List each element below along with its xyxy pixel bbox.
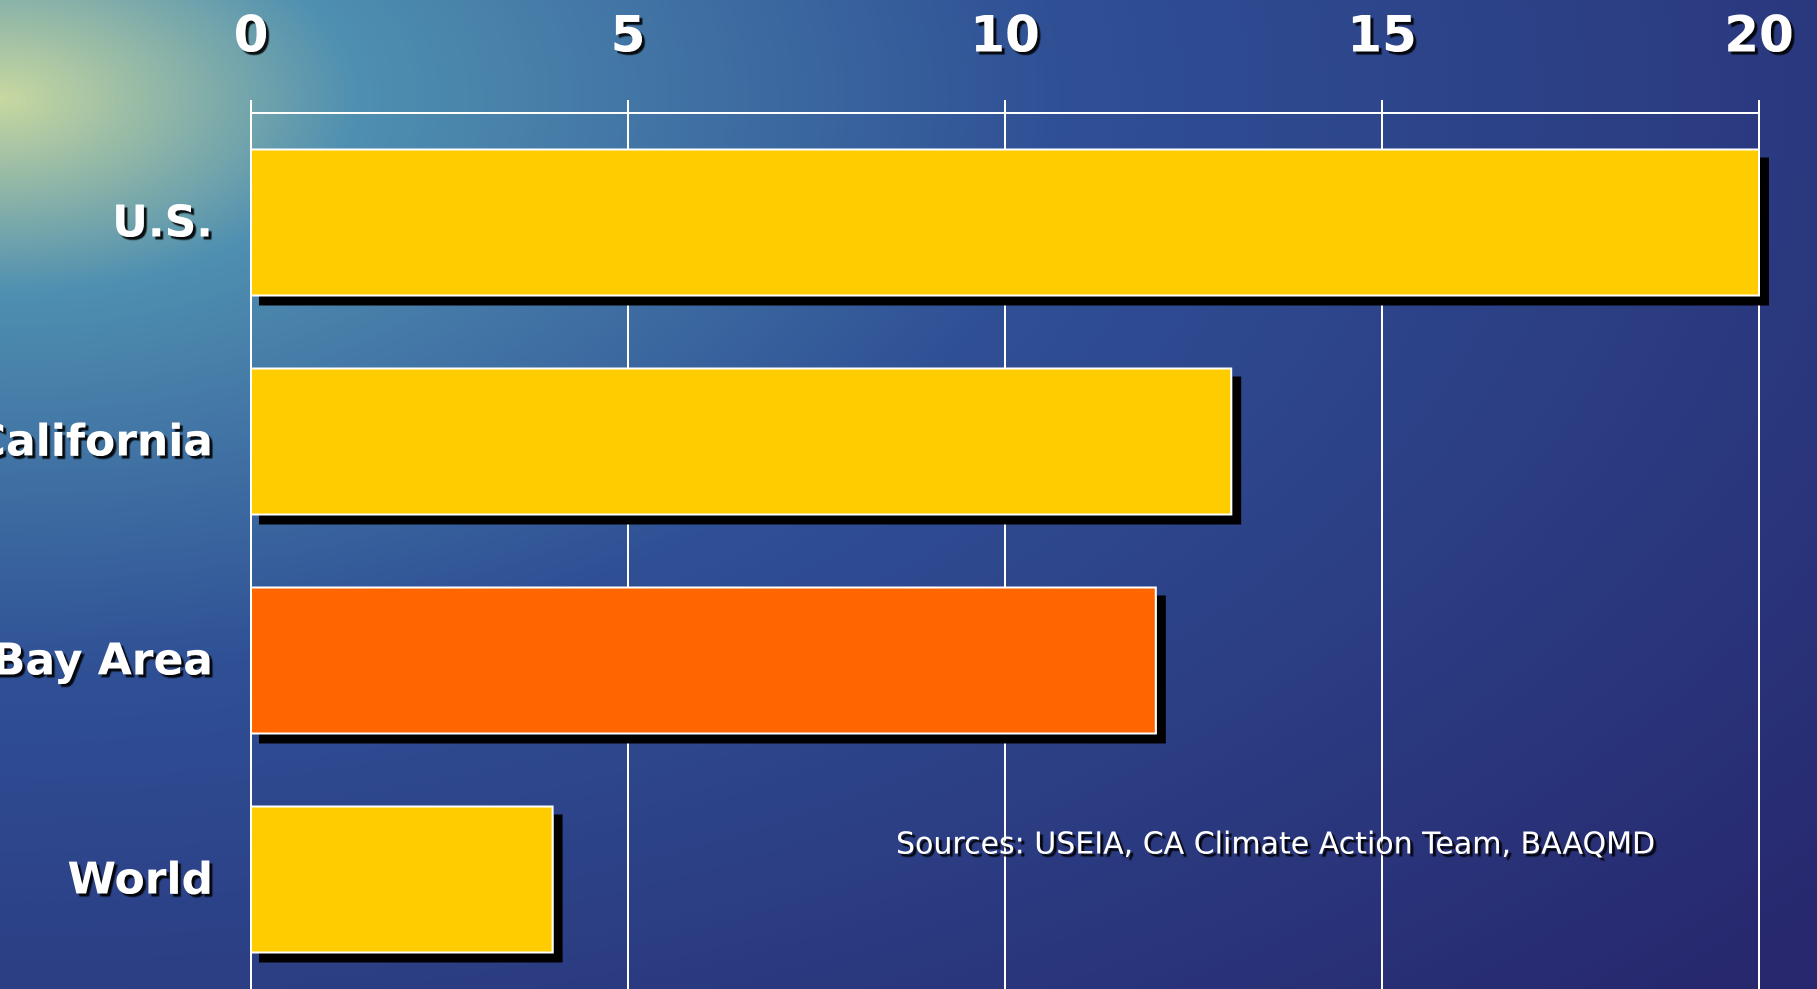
page: 0 5 10 15 20 U.S. California Bay Area World Sourc…: [0, 0, 1817, 989]
x-tick-label: 5: [611, 6, 646, 64]
y-tick-label: World: [68, 854, 213, 905]
bar: [251, 588, 1156, 734]
bar: [251, 150, 1759, 296]
bar: [251, 369, 1231, 515]
x-tick-label: 0: [234, 6, 269, 64]
x-tick-label: 20: [1724, 6, 1794, 64]
chart: 0 5 10 15 20 U.S. California Bay Area World Sourc…: [0, 0, 1817, 989]
bar: [251, 807, 553, 953]
y-tick-label: U.S.: [112, 197, 213, 248]
y-tick-label: California: [0, 416, 213, 467]
x-tick-label: 10: [970, 6, 1040, 64]
annotation: Sources: USEIA, CA Climate Action Team, …: [896, 827, 1655, 862]
y-tick-label: Bay Area: [0, 635, 213, 686]
x-tick-label: 15: [1347, 6, 1417, 64]
